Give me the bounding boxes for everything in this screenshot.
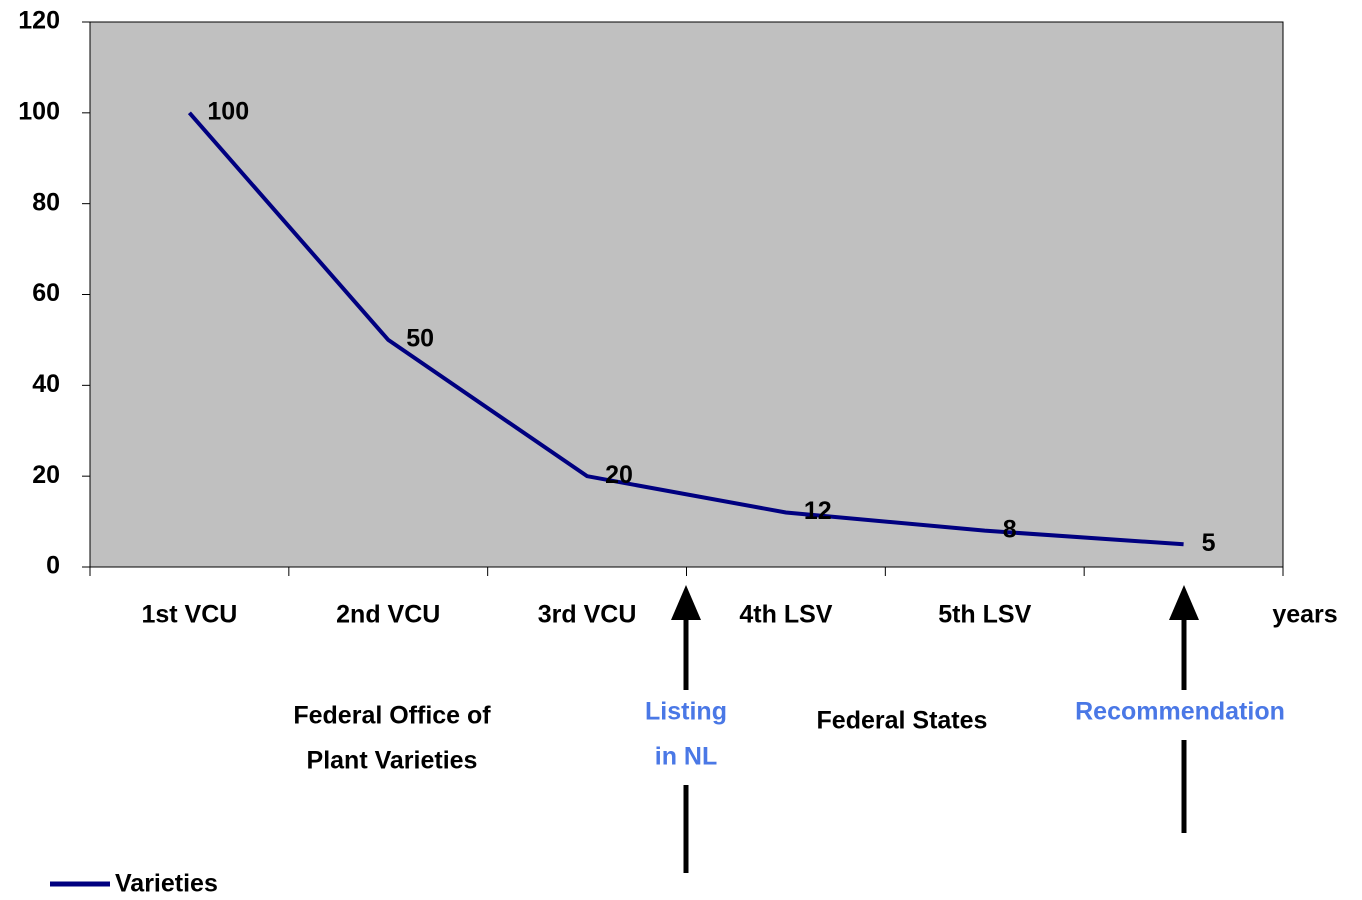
data-label: 20: [605, 461, 633, 489]
data-label: 5: [1202, 529, 1216, 557]
x-tick-label: 5th LSV: [938, 601, 1031, 629]
arrow-head: [671, 585, 701, 620]
annotation: Federal States: [817, 707, 988, 735]
x-axis-label: years: [1272, 601, 1337, 629]
annotation: Federal Office of: [293, 702, 491, 730]
data-label: 8: [1003, 515, 1017, 543]
y-tick-label: 0: [46, 552, 60, 580]
x-tick-label: 4th LSV: [739, 601, 832, 629]
y-tick-label: 60: [32, 279, 60, 307]
x-tick-label: 1st VCU: [141, 601, 237, 629]
data-label: 100: [207, 97, 249, 125]
data-label: 50: [406, 325, 434, 353]
plot: 0 20 40 60 80 100 120 1st VCU 2nd VCU 3rd VCU 4th …: [18, 7, 1285, 898]
arrow-head: [1169, 585, 1199, 620]
legend-label: Varieties: [115, 870, 218, 898]
annotation: in NL: [655, 743, 718, 771]
y-tick-label: 120: [18, 7, 60, 35]
annotation: Recommendation: [1075, 698, 1285, 726]
y-tick-label: 100: [18, 97, 60, 125]
plot-area: [89, 21, 1284, 568]
annotation: Plant Varieties: [307, 747, 478, 775]
series-line: [187, 111, 1184, 547]
annotation: Listing: [645, 698, 727, 726]
y-tick-label: 20: [32, 461, 60, 489]
x-tick-label: 2nd VCU: [336, 601, 440, 629]
x-tick-label: 3rd VCU: [538, 601, 637, 629]
arrows: [671, 585, 1199, 873]
data-label: 12: [804, 497, 832, 525]
y-tick-label: 40: [32, 370, 60, 398]
y-tick-label: 80: [32, 188, 60, 216]
